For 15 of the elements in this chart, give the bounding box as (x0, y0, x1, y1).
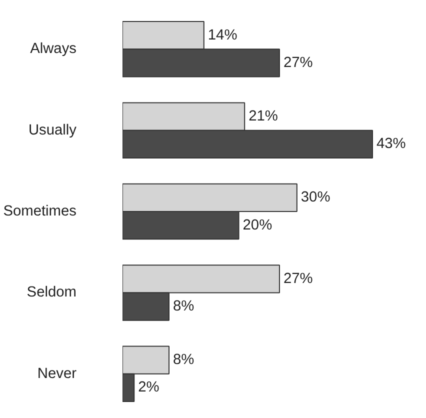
data-label: 27% (283, 54, 313, 71)
data-label: 20% (242, 217, 272, 234)
data-label: 43% (376, 136, 406, 152)
data-label: 30% (300, 190, 330, 206)
data-label: 8% (173, 298, 194, 315)
data-label: 27% (283, 270, 313, 287)
y-tick-label: Never (37, 366, 77, 382)
data-label: 2% (138, 380, 160, 396)
data-label: 8% (173, 352, 194, 368)
data-label: 14% (208, 27, 238, 44)
data-label: 21% (248, 108, 278, 125)
y-tick-label: Usually (28, 122, 78, 138)
y-tick-label: Always (30, 41, 77, 58)
y-tick-label: Sometimes (3, 204, 77, 220)
y-tick-label: Seldom (26, 284, 77, 301)
